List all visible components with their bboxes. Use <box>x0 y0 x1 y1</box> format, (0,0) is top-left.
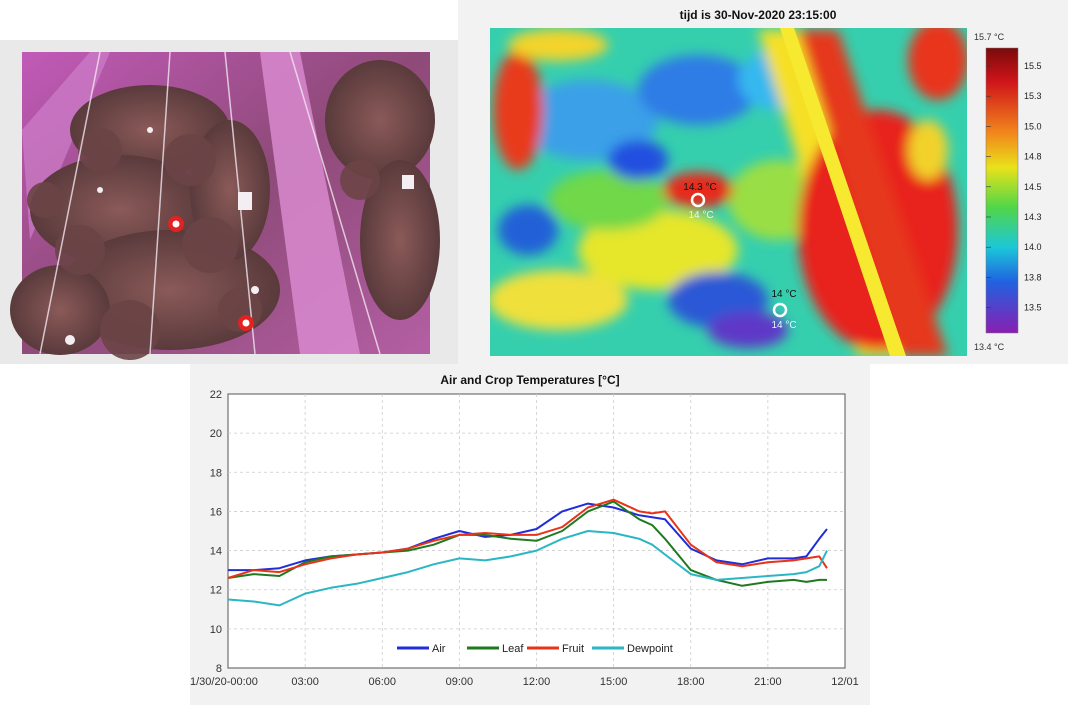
colorbar-max-label: 15.7 °C <box>974 32 1005 42</box>
y-tick-label: 14 <box>210 546 222 558</box>
colorbar-tick-label: 15.5 <box>1024 61 1042 71</box>
x-tick-label: 09:00 <box>446 676 474 688</box>
chart-legend: Air Leaf Fruit Dewpoint <box>397 643 673 655</box>
photo-marker-1 <box>168 216 184 232</box>
y-tick-label: 10 <box>210 624 222 636</box>
greenhouse-photo-panel <box>0 40 458 364</box>
colorbar-tick-label: 14.3 <box>1024 212 1042 222</box>
thermal-spot-2: 14 °C 14 °C <box>771 289 796 331</box>
y-tick-label: 12 <box>210 585 222 597</box>
colorbar-tick-label: 13.5 <box>1024 303 1042 313</box>
colorbar-tick-label: 15.0 <box>1024 121 1042 131</box>
legend-label-dewpoint: Dewpoint <box>627 643 673 655</box>
spot-1-bottom-label: 14 °C <box>688 210 713 221</box>
x-tick-label: 06:00 <box>368 676 396 688</box>
spot-2-bottom-label: 14 °C <box>771 320 796 331</box>
thermal-colorbar: 15.7 °C 15.5 15.3 15.0 14.8 14.5 14.3 14.0 13.8… <box>974 32 1042 352</box>
colorbar-tick-label: 14.0 <box>1024 242 1042 252</box>
colorbar-tick-label: 15.3 <box>1024 91 1042 101</box>
thermal-field <box>490 28 967 356</box>
photo-marker-2 <box>238 315 254 331</box>
thermal-image: tijd is 30-Nov-2020 23:15:00 <box>490 8 1042 356</box>
colorbar-min-label: 13.4 °C <box>974 342 1005 352</box>
thermal-spot-1: 14.3 °C 14 °C <box>683 182 716 221</box>
y-tick-label: 18 <box>210 467 222 479</box>
x-tick-label: 12:00 <box>523 676 551 688</box>
colorbar-tick-label: 14.8 <box>1024 152 1042 162</box>
x-tick-label: 15:00 <box>600 676 628 688</box>
thermal-image-panel: tijd is 30-Nov-2020 23:15:00 <box>458 0 1068 364</box>
plot-area <box>227 393 846 669</box>
y-tick-label: 22 <box>210 389 222 401</box>
greenhouse-photo <box>10 51 440 360</box>
temperature-chart: Air and Crop Temperatures [°C] 8 10 12 14 16… <box>190 373 859 688</box>
legend-label-air: Air <box>432 643 446 655</box>
legend-label-fruit: Fruit <box>562 643 584 655</box>
y-tick-label: 20 <box>210 428 222 440</box>
spot-2-top-label: 14 °C <box>771 289 796 300</box>
x-tick-label: 12/01 <box>831 676 859 688</box>
spot-1-top-label: 14.3 °C <box>683 182 716 193</box>
legend-label-leaf: Leaf <box>502 643 524 655</box>
y-tick-label: 16 <box>210 506 222 518</box>
series-line-dewpoint <box>227 530 828 607</box>
x-tick-label: 03:00 <box>291 676 319 688</box>
colorbar-tick-label: 13.8 <box>1024 272 1042 282</box>
temperature-chart-panel: Air and Crop Temperatures [°C] 8 10 12 14 16… <box>190 364 870 705</box>
series-line-fruit <box>227 498 828 579</box>
series-line-leaf <box>227 500 827 587</box>
thermal-title: tijd is 30-Nov-2020 23:15:00 <box>680 8 837 22</box>
colorbar-tick-label: 14.5 <box>1024 182 1042 192</box>
chart-title: Air and Crop Temperatures [°C] <box>440 373 619 387</box>
x-tick-label: 1/30/20-00:00 <box>190 676 258 688</box>
x-tick-label: 21:00 <box>754 676 782 688</box>
y-tick-label: 8 <box>216 663 222 675</box>
x-tick-label: 18:00 <box>677 676 705 688</box>
